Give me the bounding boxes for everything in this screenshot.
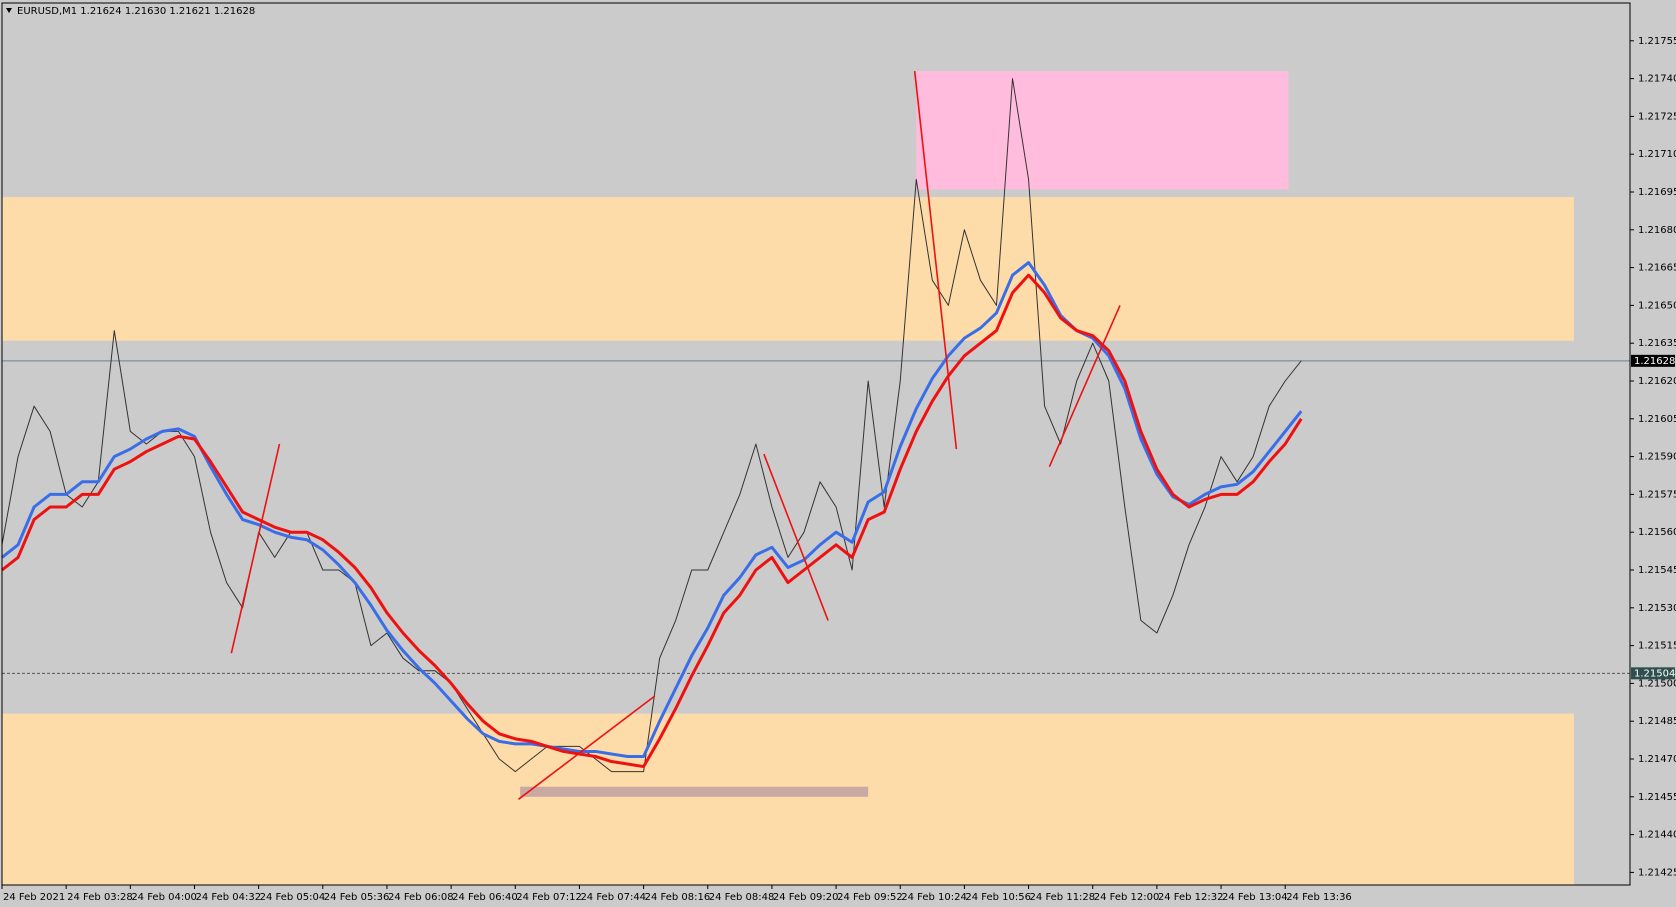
- y-tick-label: 1.21620: [1638, 376, 1676, 387]
- zone: [916, 71, 1289, 190]
- trendline: [763, 453, 829, 621]
- plot: [1, 70, 1303, 800]
- x-tick-label: 24 Feb 04:32: [195, 892, 261, 903]
- y-tick-label: 1.21470: [1638, 754, 1676, 765]
- x-tick-label: 24 Feb 05:36: [324, 892, 390, 903]
- y-tick-label: 1.21695: [1638, 187, 1676, 198]
- price-label-box: [1631, 667, 1675, 680]
- series-line: [1, 78, 1302, 773]
- trendline: [230, 443, 281, 654]
- trendline: [518, 695, 656, 800]
- trendline: [913, 70, 958, 450]
- zone: [520, 786, 869, 797]
- chart-title: EURUSD,M1 1.21624 1.21630 1.21621 1.2162…: [17, 6, 255, 17]
- y-tick-label: 1.21545: [1638, 565, 1676, 576]
- price-label: 1.21504: [1634, 668, 1675, 679]
- x-tick-label: 24 Feb 13:36: [1286, 892, 1352, 903]
- x-tick-label: 24 Feb 07:44: [580, 892, 646, 903]
- y-tick-label: 1.21680: [1638, 225, 1676, 236]
- zone: [2, 197, 1574, 341]
- y-tick-label: 1.21710: [1638, 149, 1676, 160]
- y-tick-label: 1.21560: [1638, 527, 1676, 538]
- y-tick-label: 1.21530: [1638, 603, 1676, 614]
- y-tick-label: 1.21500: [1638, 678, 1676, 689]
- y-tick-label: 1.21590: [1638, 452, 1676, 463]
- x-tick-label: 24 Feb 12:32: [1158, 892, 1224, 903]
- x-tick-label: 24 Feb 10:56: [965, 892, 1031, 903]
- x-tick-label: 24 Feb 06:40: [452, 892, 518, 903]
- menu-arrow[interactable]: [6, 8, 12, 13]
- zones: [2, 71, 1574, 885]
- y-tick-label: 1.21605: [1638, 414, 1676, 425]
- zone: [2, 713, 1574, 885]
- axes: 1.21425 1.21440 1.21455 1.21470 1.21485 1.215…: [1, 36, 1676, 903]
- x-tick-label: 24 Feb 2021: [3, 892, 65, 903]
- y-tick-label: 1.21425: [1638, 867, 1676, 878]
- x-tick-label: 24 Feb 03:28: [67, 892, 133, 903]
- x-tick-label: 24 Feb 13:04: [1222, 892, 1288, 903]
- x-tick-label: 24 Feb 11:28: [1030, 892, 1096, 903]
- x-tick-label: 24 Feb 09:52: [837, 892, 903, 903]
- y-tick-label: 1.21650: [1638, 300, 1676, 311]
- y-tick-label: 1.21575: [1638, 489, 1676, 500]
- x-tick-label: 24 Feb 04:00: [131, 892, 197, 903]
- y-tick-label: 1.21515: [1638, 641, 1676, 652]
- x-tick-label: 24 Feb 07:12: [516, 892, 582, 903]
- y-tick-label: 1.21755: [1638, 36, 1676, 47]
- trendline: [1048, 305, 1121, 468]
- y-tick-label: 1.21455: [1638, 792, 1676, 803]
- price-label: 1.21628: [1634, 356, 1675, 367]
- series-line: [1, 273, 1303, 769]
- x-tick-label: 24 Feb 06:08: [388, 892, 454, 903]
- x-tick-label: 24 Feb 08:48: [709, 892, 775, 903]
- x-tick-label: 24 Feb 12:00: [1094, 892, 1160, 903]
- x-tick-label: 24 Feb 10:24: [901, 892, 967, 903]
- y-tick-label: 1.21665: [1638, 263, 1676, 274]
- y-tick-label: 1.21485: [1638, 716, 1676, 727]
- y-tick-label: 1.21440: [1638, 830, 1676, 841]
- y-tick-label: 1.21725: [1638, 111, 1676, 122]
- y-tick-label: 1.21635: [1638, 338, 1676, 349]
- x-tick-label: 24 Feb 08:16: [645, 892, 711, 903]
- plot-frame: [1, 2, 1631, 886]
- x-tick-label: 24 Feb 05:04: [260, 892, 326, 903]
- y-tick-label: 1.21740: [1638, 74, 1676, 85]
- price-label-box: [1631, 354, 1675, 367]
- x-tick-label: 24 Feb 09:20: [773, 892, 839, 903]
